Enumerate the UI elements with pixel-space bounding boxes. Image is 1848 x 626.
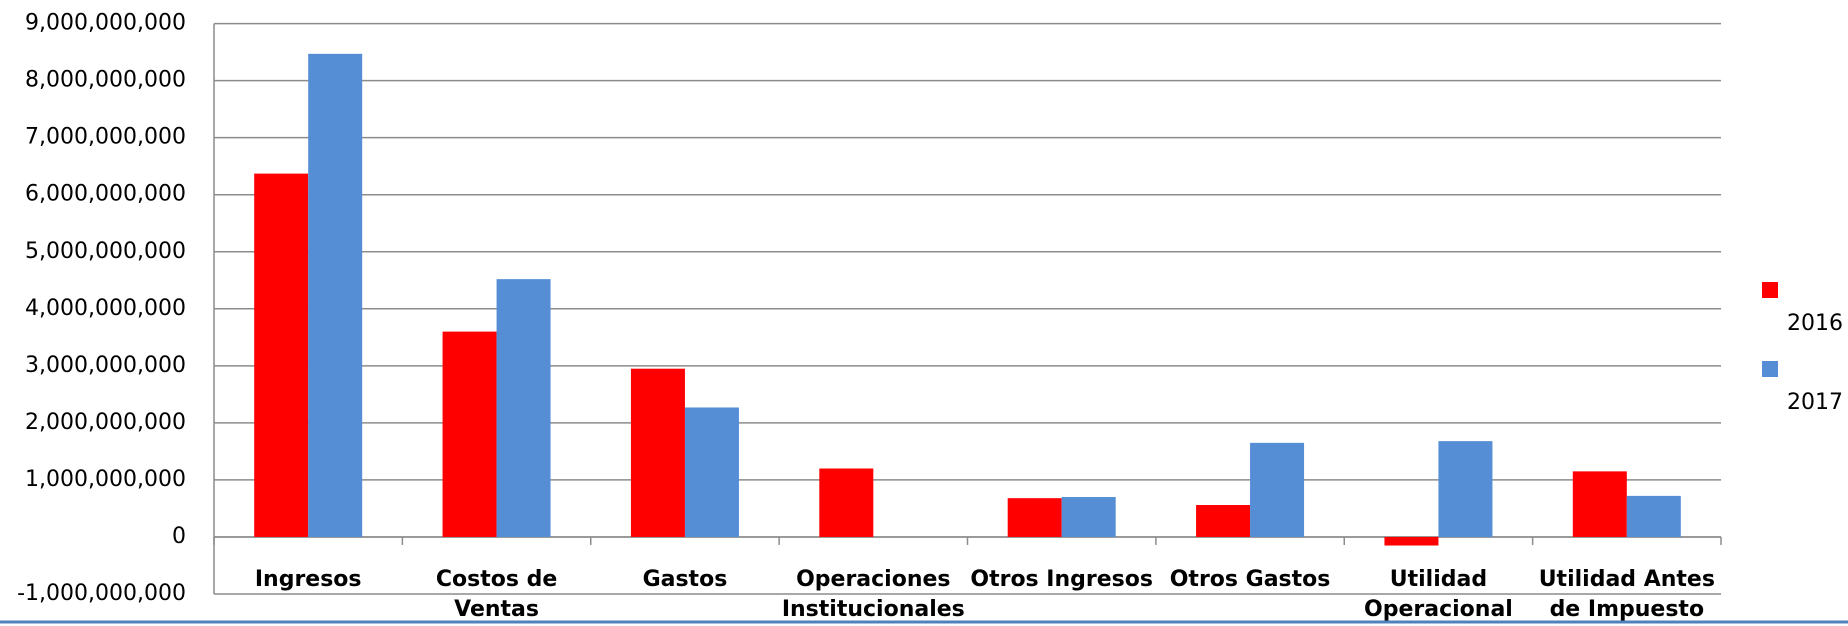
y-tick-label: 4,000,000,000: [25, 296, 186, 321]
bar: [1627, 496, 1681, 537]
x-tick-label: Utilidad Antes de Impuesto: [1533, 565, 1721, 625]
bar: [631, 369, 685, 537]
bar: [685, 407, 739, 536]
chart: -1,000,000,000 0 1,000,000,000 2,000,000,00…: [0, 0, 1848, 626]
y-tick-label: 6,000,000,000: [25, 182, 186, 207]
x-tick-label: Otros Gastos: [1156, 565, 1344, 595]
y-tick-label: 1,000,000,000: [25, 467, 186, 492]
bar: [308, 54, 362, 537]
legend-label: 2016: [1787, 311, 1843, 336]
x-tick-label: Utilidad Operacional: [1344, 565, 1532, 625]
bar: [819, 469, 873, 537]
y-tick-label: 3,000,000,000: [25, 353, 186, 378]
bar: [1250, 443, 1304, 537]
y-tick-label: 5,000,000,000: [25, 239, 186, 264]
y-tick-label: -1,000,000,000: [17, 581, 186, 606]
y-tick-label: 0: [172, 524, 186, 549]
x-tick-label: Gastos: [591, 565, 779, 595]
legend-label: 2017: [1787, 390, 1843, 415]
bar: [1062, 497, 1116, 537]
bar: [1438, 441, 1492, 537]
bar: [1573, 471, 1627, 537]
bar: [254, 174, 308, 537]
y-tick-label: 7,000,000,000: [25, 125, 186, 150]
x-tick-label: Operaciones Institucionales: [779, 565, 967, 625]
y-tick-label: 2,000,000,000: [25, 410, 186, 435]
x-tick-label: Otros Ingresos: [968, 565, 1156, 595]
bar: [497, 279, 551, 537]
y-tick-label: 9,000,000,000: [25, 11, 186, 36]
bar: [1384, 537, 1438, 546]
legend-swatch: [1762, 361, 1778, 377]
x-tick-label: Ingresos: [214, 565, 402, 595]
bar: [443, 332, 497, 537]
bar: [1196, 505, 1250, 537]
bar: [1008, 498, 1062, 537]
y-tick-label: 8,000,000,000: [25, 68, 186, 93]
legend-swatch: [1762, 282, 1778, 298]
chart-page: -1,000,000,000 0 1,000,000,000 2,000,000,00…: [0, 0, 1848, 626]
x-tick-label: Costos de Ventas: [402, 565, 590, 625]
